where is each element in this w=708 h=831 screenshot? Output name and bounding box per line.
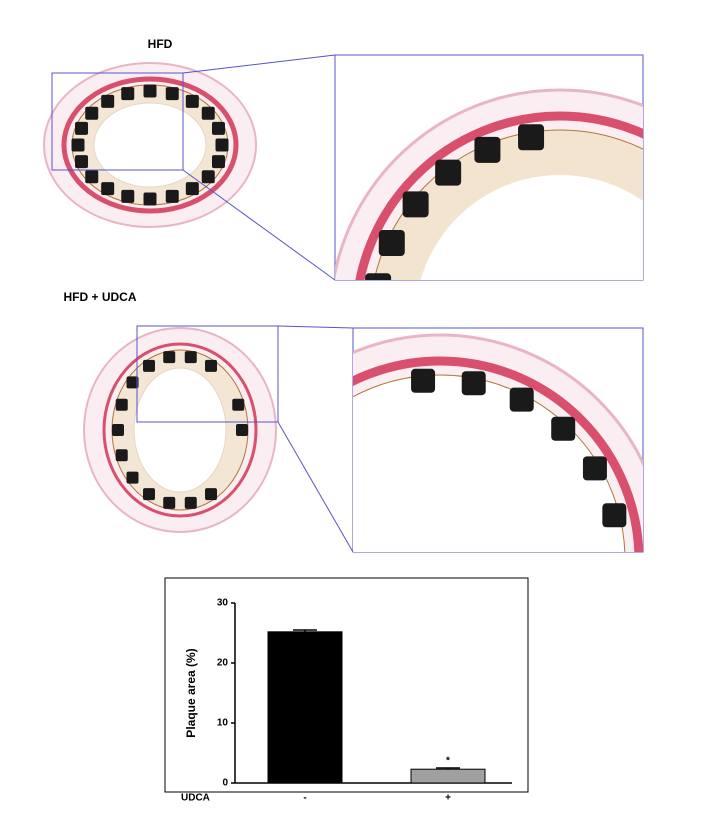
strut <box>101 182 115 196</box>
lumen <box>133 367 227 493</box>
annotation: * <box>446 756 450 767</box>
connector <box>182 54 336 74</box>
lumen <box>93 102 207 188</box>
strut <box>201 106 215 120</box>
strut <box>143 84 157 98</box>
strut <box>126 376 139 389</box>
media <box>355 111 643 280</box>
y-axis-label: Plaque area (%) <box>184 648 198 737</box>
strut <box>211 121 225 135</box>
strut <box>75 155 89 169</box>
strut <box>115 449 128 462</box>
x-tick-label: + <box>445 793 451 804</box>
y-tick-label: 0 <box>222 778 228 789</box>
lumen <box>420 175 643 280</box>
strut <box>518 124 545 151</box>
strut <box>165 189 179 203</box>
strut <box>215 138 229 152</box>
strut <box>551 416 576 441</box>
strut <box>461 371 486 396</box>
strut <box>378 229 405 256</box>
strut <box>411 368 436 393</box>
strut <box>602 503 627 528</box>
y-tick-label: 10 <box>217 718 229 729</box>
chart-frame <box>164 577 529 793</box>
connector <box>182 169 336 281</box>
histology <box>43 54 644 553</box>
strut <box>121 189 135 203</box>
panel-label: HFD + UDCA <box>63 290 136 304</box>
media <box>61 76 239 214</box>
strut <box>185 94 199 108</box>
y-tick-label: 30 <box>217 598 229 609</box>
strut <box>184 351 197 364</box>
strut <box>85 106 99 120</box>
strut <box>582 456 607 481</box>
strut <box>205 488 217 501</box>
strut <box>121 87 135 101</box>
chart: 0 10 20 30 Plaque area (%) UDCA - + * <box>181 598 512 804</box>
strut <box>126 471 139 484</box>
strut <box>185 182 199 196</box>
media <box>102 342 258 518</box>
strut <box>365 273 392 280</box>
strut <box>112 424 124 436</box>
strut <box>143 359 155 372</box>
lumen <box>353 420 580 552</box>
strut <box>71 138 85 152</box>
strut <box>163 496 176 509</box>
error-bar <box>436 767 460 770</box>
zoom-content <box>335 88 643 280</box>
zoom-frame <box>136 325 279 423</box>
y-tick-label: 20 <box>217 658 229 669</box>
strut <box>143 192 157 206</box>
connector <box>277 325 354 329</box>
error-bar <box>293 629 317 632</box>
strut <box>509 387 534 412</box>
x-axis-label: UDCA <box>181 793 210 804</box>
strut <box>211 155 225 169</box>
bar <box>410 768 486 784</box>
strut <box>232 398 245 411</box>
strut <box>201 170 215 184</box>
strut <box>165 87 179 101</box>
strut <box>143 488 155 501</box>
zoom-frame <box>51 72 184 171</box>
strut <box>184 496 197 509</box>
strut <box>101 94 115 108</box>
zoom-content <box>353 333 643 552</box>
x-tick-label: - <box>303 793 306 804</box>
panel-label: HFD <box>148 37 173 51</box>
connector <box>277 421 354 553</box>
strut <box>236 424 248 436</box>
strut <box>85 170 99 184</box>
strut <box>163 351 176 364</box>
strut <box>205 359 217 372</box>
strut <box>435 159 462 186</box>
strut <box>75 121 89 135</box>
strut <box>115 398 128 411</box>
strut <box>402 191 429 218</box>
media <box>353 356 643 552</box>
bar <box>267 631 343 784</box>
strut <box>474 136 501 163</box>
